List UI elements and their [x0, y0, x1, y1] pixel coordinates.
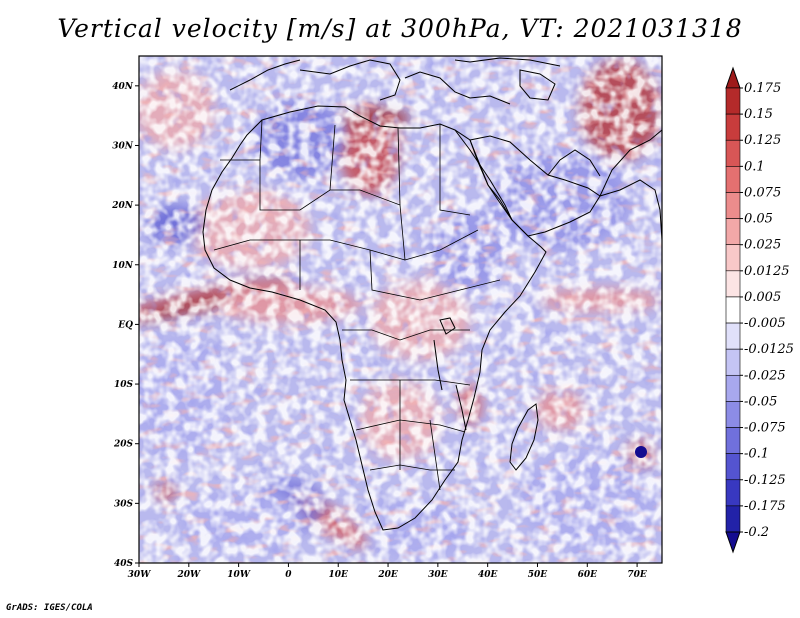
colorbar-label: -0.05 [744, 394, 777, 409]
lon-tick-label: 20E [377, 570, 398, 580]
colorbar-bin [725, 166, 741, 193]
colorbar-bin [725, 322, 741, 350]
colorbar-label: -0.125 [744, 473, 786, 488]
coastlines [202, 57, 662, 531]
cyclone-core [635, 446, 647, 458]
lat-tick-label: 30S [114, 499, 134, 509]
velocity-field [139, 56, 662, 563]
lon-tick-label: 20W [176, 570, 201, 580]
colorbar-bin [725, 348, 741, 376]
lon-tick-label: 30E [428, 570, 448, 580]
colorbar-bottom-arrow [725, 531, 741, 554]
colorbar-bin [725, 192, 741, 219]
colorbar-label: 0.175 [744, 81, 781, 96]
lon-tick-label: 50E [528, 570, 548, 580]
lon-tick-label: 10E [329, 570, 349, 580]
lon-tick-label: 60E [578, 570, 598, 580]
map-title: Vertical velocity [m/s] at 300hPa, VT: 2… [57, 14, 743, 43]
colorbar-bin [725, 401, 741, 428]
lat-tick-label: 20N [111, 201, 134, 211]
lat-tick-label: 10N [112, 261, 134, 271]
colorbar-bin [725, 87, 741, 115]
colorbar-label: -0.175 [744, 499, 786, 514]
latitude-axis: 40N 30N 20N 10N EQ 10S 20S 30S 40S [111, 82, 139, 569]
lat-tick-label: 40N [112, 82, 134, 92]
colorbar-label: -0.0125 [744, 342, 794, 357]
lat-tick-label: 10S [114, 380, 134, 390]
lon-tick-label: 70E [627, 570, 647, 580]
colorbar-bin [725, 270, 741, 298]
lat-tick-label: 30N [112, 141, 134, 151]
colorbar-bin [725, 244, 741, 272]
colorbar-label: -0.2 [744, 525, 769, 540]
lat-tick-label: 40S [114, 559, 134, 569]
colorbar-bin [725, 296, 741, 324]
longitude-axis: 30W 20W 10W 0 10E 20E 30E 40E 50E 60E 70E [128, 563, 647, 580]
lon-tick-label: 40E [478, 570, 498, 580]
colorbar-bin [725, 505, 741, 533]
colorbar-bin [725, 139, 741, 167]
colorbar-label: 0.025 [744, 238, 781, 253]
colorbar-label: 0.15 [744, 107, 773, 122]
colorbar-label: 0.05 [744, 212, 773, 227]
colorbar-bin [725, 453, 741, 481]
colorbar-label: -0.025 [744, 368, 786, 383]
colorbar-bin [725, 113, 741, 141]
colorbar-bin [725, 374, 741, 402]
colorbar-label: 0.1 [744, 159, 765, 174]
colorbar-label: 0.075 [744, 185, 781, 200]
colorbar-label: -0.005 [744, 316, 786, 331]
country-borders [213, 119, 501, 491]
colorbar-label: -0.1 [744, 447, 769, 462]
colorbar-label: 0.0125 [744, 264, 790, 279]
colorbar-top-arrow [725, 66, 741, 89]
colorbar-bin [725, 427, 741, 454]
lat-tick-label: EQ [117, 320, 133, 330]
plot-frame [138, 55, 663, 564]
colorbar-label: 0.005 [744, 290, 781, 305]
lat-tick-label: 20S [113, 440, 134, 450]
credit-text: GrADS: IGES/COLA [6, 603, 93, 613]
colorbar-label: 0.125 [744, 133, 781, 148]
colorbar-bin [725, 218, 741, 246]
colorbar: 0.175 0.15 0.125 0.1 0.075 0.05 0.025 0.0125 0.0… [725, 66, 794, 554]
colorbar-bin [725, 479, 741, 507]
lon-tick-label: 0 [285, 570, 292, 580]
lon-tick-label: 30W [128, 570, 152, 580]
lon-tick-label: 10W [227, 570, 251, 580]
colorbar-label: -0.075 [744, 421, 786, 436]
